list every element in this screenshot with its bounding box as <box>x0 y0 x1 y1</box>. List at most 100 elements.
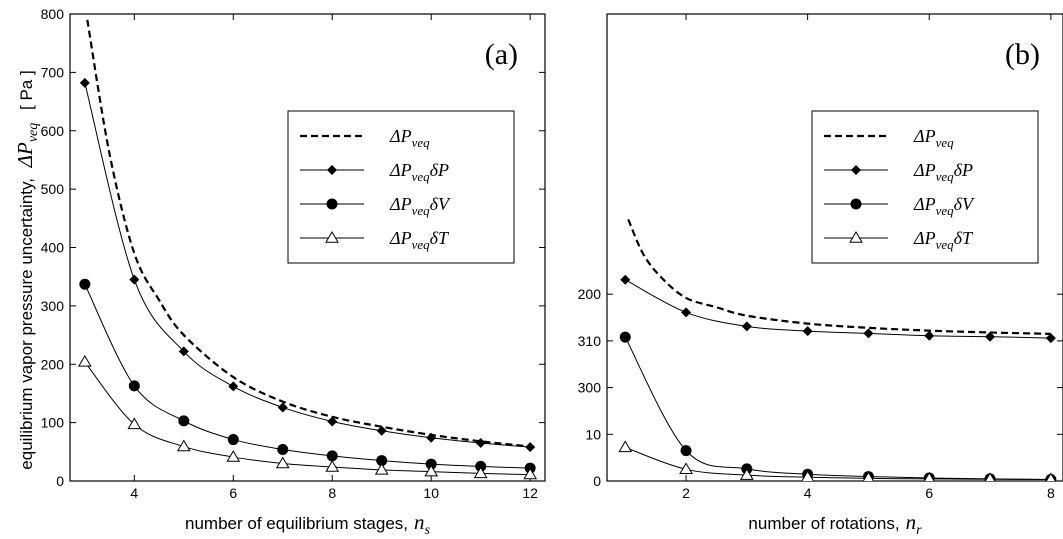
data-point-diamond <box>129 274 140 285</box>
data-point-circle <box>680 445 692 457</box>
legend-marker-triangle <box>849 231 863 243</box>
y-tick-label: 200 <box>41 356 65 372</box>
data-point-circle <box>227 434 239 446</box>
legend-entry: ΔPveqδV <box>824 194 975 218</box>
y-axis-title: equilibrium vapor pressure uncertainty, … <box>13 70 41 469</box>
data-point-triangle <box>424 464 439 477</box>
y-axis-title-words: equilibrium vapor pressure uncertainty, <box>17 178 36 470</box>
series-line <box>84 361 531 476</box>
data-point-triangle <box>176 439 191 452</box>
series-circle <box>619 331 1057 481</box>
y-tick-label: 10 <box>585 426 601 442</box>
data-point-circle <box>128 380 140 392</box>
series-circle <box>79 278 536 474</box>
legend: ΔPveq ΔPveqδP ΔPveqδV ΔPveqδT <box>287 110 515 264</box>
data-point-diamond <box>1045 333 1056 344</box>
data-point-triangle <box>679 462 693 475</box>
data-point-diamond <box>741 321 752 332</box>
y-tick-label: 600 <box>41 123 65 139</box>
y-tick-label: 310 <box>578 333 602 349</box>
y-tick-label: 0 <box>56 473 64 489</box>
data-point-triangle <box>275 456 290 469</box>
y-tick-label: 400 <box>41 240 65 256</box>
chart-panel-b: 2 4 6 8010300310200(b)ΔPveqΔPveqδPΔPveqδVΔP… <box>578 13 1063 538</box>
y-axis-title-text: equilibrium vapor pressure uncertainty, … <box>13 70 41 469</box>
series-diamond <box>620 274 1056 344</box>
legend-entry: ΔPveqδT <box>300 228 450 252</box>
data-point-triangle <box>325 460 340 472</box>
data-point-diamond <box>985 331 996 342</box>
panel-label: (a) <box>485 38 518 71</box>
x-tick-label: 10 <box>423 485 439 501</box>
data-point-diamond <box>620 274 631 285</box>
legend-marker-circle <box>850 198 862 210</box>
data-point-triangle <box>923 471 935 481</box>
chart-panel-a: 4 6 8 10 12 0 100 200 300 400 500 600 700 800 (a) ΔPveq… <box>41 6 546 538</box>
legend-entry: ΔPveqδT <box>824 228 974 252</box>
series-line <box>624 336 1051 481</box>
y-tick-label: 800 <box>41 6 65 22</box>
legend-marker-diamond <box>327 165 337 175</box>
y-tick-label: 500 <box>41 181 65 197</box>
y-tick-label: 0 <box>593 473 601 489</box>
data-point-triangle <box>374 462 389 475</box>
data-point-circle <box>79 278 91 290</box>
data-point-circle <box>425 458 437 470</box>
data-point-triangle <box>226 450 241 462</box>
data-point-diamond <box>681 307 692 318</box>
data-point-circle <box>178 415 190 427</box>
legend-label: ΔPveq <box>913 126 954 150</box>
legend-entry: ΔPveqδV <box>300 194 451 218</box>
data-point-circle <box>326 450 338 462</box>
y-tick-label: 200 <box>578 286 602 302</box>
data-point-diamond <box>426 432 437 443</box>
y-tick-label: 300 <box>578 380 602 396</box>
data-point-diamond <box>277 402 288 413</box>
data-point-diamond <box>924 330 935 341</box>
data-point-diamond <box>525 442 536 453</box>
x-tick-label: 4 <box>130 485 138 501</box>
data-point-diamond <box>327 416 338 427</box>
data-point-circle <box>619 331 631 343</box>
x-tick-label: 4 <box>804 485 812 501</box>
legend-marker-diamond <box>851 165 861 175</box>
legend-entry: ΔPveq <box>824 126 954 150</box>
legend-label: ΔPveqδV <box>389 194 451 218</box>
data-point-diamond <box>376 425 387 436</box>
series-line <box>625 279 1051 339</box>
data-point-triangle <box>739 468 754 480</box>
data-point-diamond <box>475 438 486 449</box>
legend-entry: ΔPveq <box>300 126 430 150</box>
series-triangle <box>618 440 1056 481</box>
y-tick-label: 700 <box>41 64 65 80</box>
series-line <box>627 219 1051 335</box>
legend-label: ΔPveq <box>389 126 430 150</box>
panel-label: (b) <box>1005 38 1040 71</box>
series-total <box>627 219 1051 335</box>
legend: ΔPveq ΔPveqδP ΔPveqδV ΔPveqδT <box>811 110 1039 264</box>
legend-label: ΔPveqδT <box>389 228 450 252</box>
y-tick-label: 100 <box>41 415 65 431</box>
x-tick-label: 12 <box>522 485 538 501</box>
y-axis-title-symbol: ΔP <box>13 142 37 168</box>
x-axis-title: number of equilibrium stages, ns <box>185 510 431 538</box>
y-axis-title-sub: veq <box>26 123 41 142</box>
series-triangle <box>77 354 538 480</box>
legend-label: ΔPveqδV <box>913 194 975 218</box>
data-point-triangle <box>862 471 875 481</box>
legend-entry: ΔPveqδP <box>300 160 449 184</box>
data-point-diamond <box>863 328 874 339</box>
y-axis-title-unit: [ Pa ] <box>17 70 36 110</box>
series-line <box>84 284 531 469</box>
y-tick-label: 300 <box>41 298 65 314</box>
series-area <box>77 19 538 480</box>
legend-label: ΔPveqδP <box>913 160 973 184</box>
x-tick-label: 8 <box>328 485 336 501</box>
data-point-circle <box>277 443 289 455</box>
plot-frame <box>606 13 1063 482</box>
series-diamond <box>79 77 536 453</box>
x-tick-label: 2 <box>682 485 690 501</box>
legend-label: ΔPveqδT <box>913 228 974 252</box>
data-point-diamond <box>178 346 189 357</box>
